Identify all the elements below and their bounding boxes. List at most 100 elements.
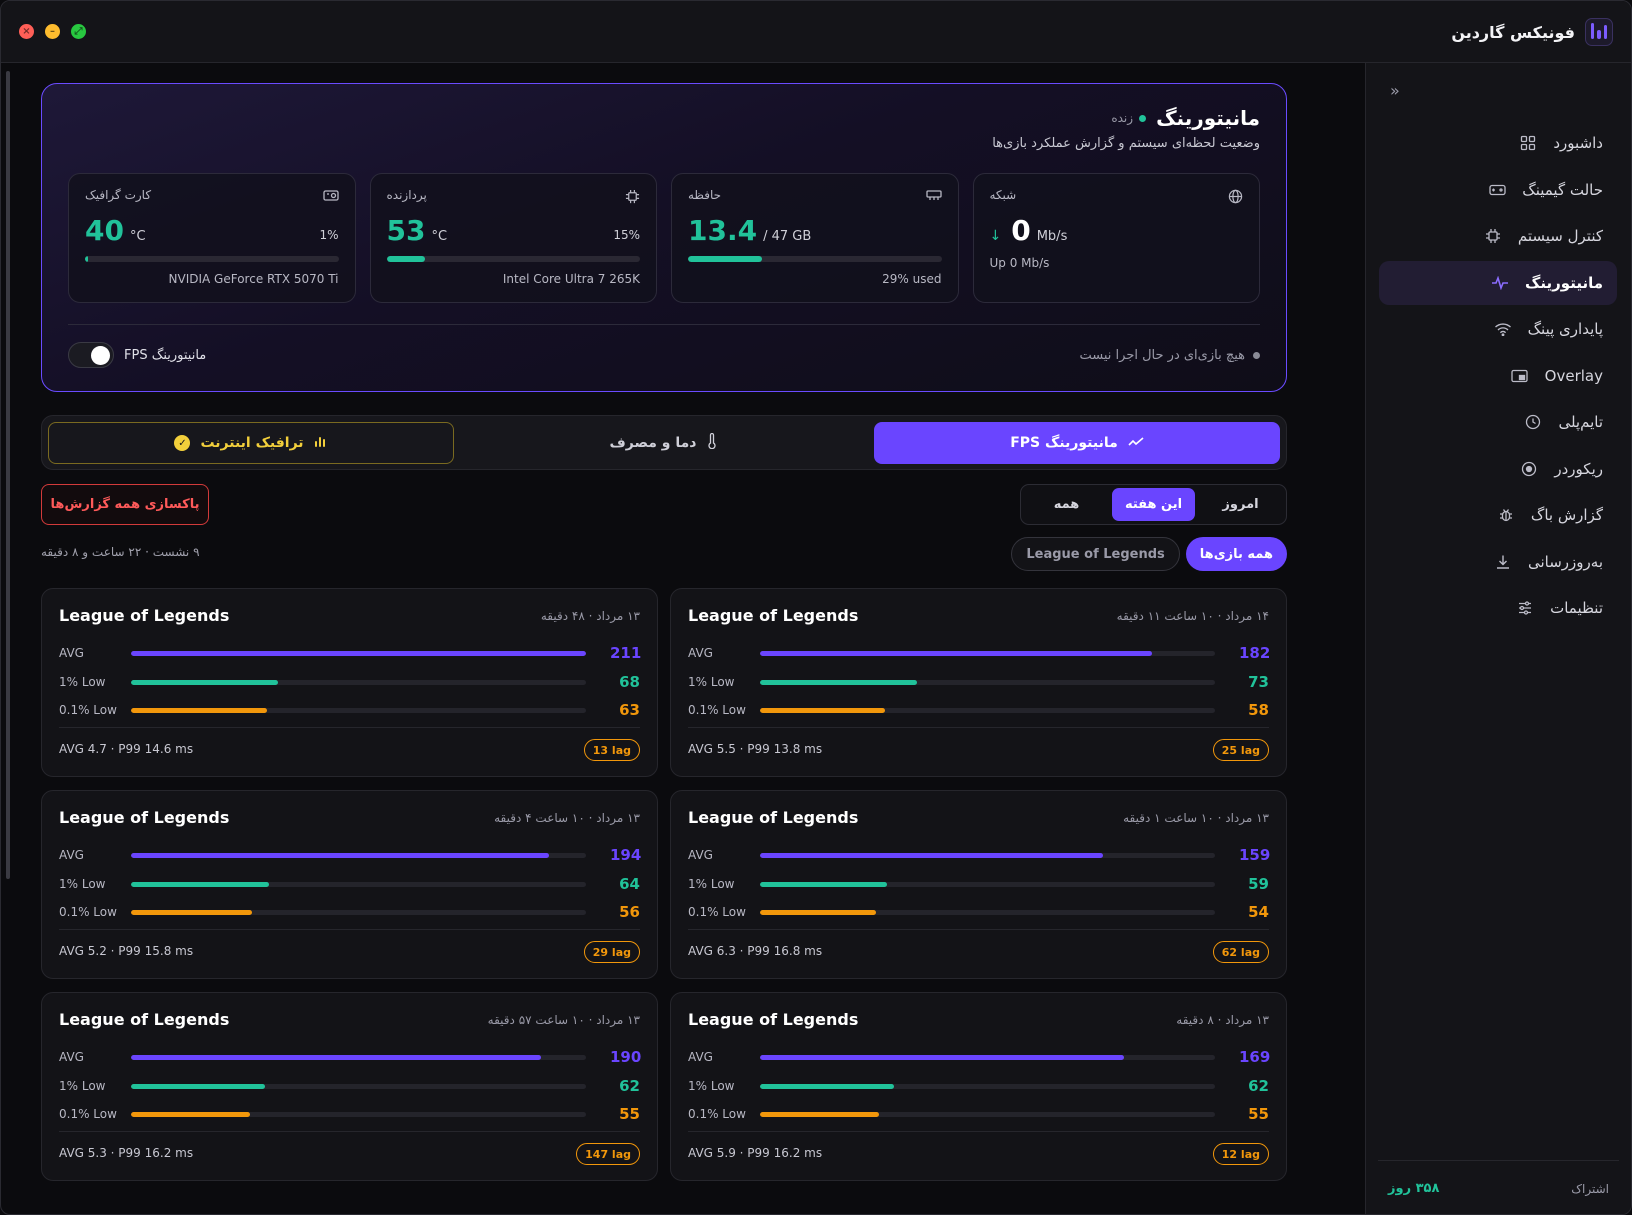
page-subtitle: وضعیت لحظه‌ای سیستم و گزارش عملکرد بازی‌… [992, 136, 1260, 151]
metric-bar-fill [131, 1054, 541, 1060]
sidebar-item-bug[interactable]: گزارش باگ [1379, 493, 1617, 537]
subscription-label: اشتراک [1571, 1181, 1609, 1196]
session-date: ۱۴ مرداد · ۱۰ ساعت ۱۱ دقیقه [1116, 609, 1269, 623]
sidebar-item-download[interactable]: به‌روزرسانی [1379, 540, 1617, 584]
range-today[interactable]: امروز [1222, 497, 1259, 512]
metric-bar-fill [131, 679, 278, 685]
session-card[interactable]: League of Legends ۱۳ مرداد · ۱۰ ساعت ۱ دق… [670, 790, 1287, 979]
metric-bar [131, 881, 586, 887]
range-this-week[interactable]: این هفته [1112, 488, 1195, 521]
filter-league-of-legends[interactable]: League of Legends [1011, 537, 1180, 571]
tab-temperature-usage[interactable]: دما و مصرف [458, 422, 868, 464]
live-label: زنده [1111, 111, 1134, 125]
gpu-icon [322, 189, 339, 206]
metric-value: 59 [1248, 875, 1269, 893]
metric-value: 63 [619, 701, 640, 719]
metric-label: AVG [59, 848, 84, 862]
game-status: هیچ بازی‌ای در حال اجرا نیست [1080, 348, 1260, 363]
sidebar-item-grid[interactable]: داشبورد [1379, 121, 1617, 165]
minimize-window-button[interactable]: – [45, 24, 60, 39]
filter-all-games[interactable]: همه بازی‌ها [1185, 537, 1287, 571]
session-card[interactable]: League of Legends ۱۳ مرداد · ۴۸ دقیقه AVG 2… [41, 588, 658, 777]
window-controls: × – ⤢ [19, 24, 86, 39]
metric-bar-fill [131, 881, 269, 887]
metric-value: 62 [1248, 1077, 1269, 1095]
metric-bar [131, 650, 586, 656]
session-date: ۱۳ مرداد · ۱۰ ساعت ۵۷ دقیقه [487, 1013, 640, 1027]
scrollbar-thumb[interactable] [6, 71, 10, 879]
fps-monitoring-toggle[interactable] [68, 342, 114, 368]
check-icon: ✓ [174, 435, 191, 451]
sliders-icon [1514, 597, 1536, 619]
tab-internet-traffic[interactable]: ترافیک اینترنت ✓ [48, 422, 454, 464]
sidebar-item-label: ریکوردر [1554, 459, 1603, 478]
metric-row-low01: 0.1% Low 55 [688, 1105, 1269, 1123]
double-chevron-icon[interactable]: » [1390, 81, 1400, 100]
sidebar-item-label: حالت گیمینگ [1522, 180, 1603, 199]
tab-fps-monitoring[interactable]: مانیتورینگ FPS [874, 422, 1280, 464]
session-game-title: League of Legends [59, 1010, 230, 1029]
close-window-button[interactable]: × [19, 24, 34, 39]
lag-badge: 12 lag [1212, 1143, 1269, 1165]
sidebar-item-gamepad[interactable]: حالت گیمینگ [1379, 168, 1617, 212]
metric-row-low1: 1% Low 59 [688, 875, 1269, 893]
metric-bar [760, 881, 1215, 887]
metric-bar [760, 909, 1215, 915]
metric-value: 55 [1248, 1105, 1269, 1123]
frametime-stats: AVG 5.2 · P99 15.8 ms [59, 944, 194, 958]
metric-label: 0.1% Low [688, 905, 746, 919]
metric-bar-fill [131, 1111, 250, 1117]
sessions-summary: ۹ نشست · ۲۲ ساعت و ۸ دقیقه [41, 545, 200, 559]
memory-stat-card: حافظه 13.4 / 47 GB 29% used [671, 173, 959, 303]
memory-used-text: 29% used [882, 272, 942, 286]
range-all[interactable]: همه [1053, 497, 1080, 512]
sidebar-item-label: Overlay [1544, 366, 1603, 385]
memory-value: 13.4 [688, 214, 758, 247]
clear-all-reports-button[interactable]: پاکسازی همه گزارش‌ها [41, 484, 209, 525]
subscription-days: ۳۵۸ روز [1388, 1181, 1440, 1196]
grid-icon [1517, 132, 1539, 154]
sidebar-item-clock[interactable]: تایم‌پلی [1379, 400, 1617, 444]
sidebar-item-sliders[interactable]: تنظیمات [1379, 586, 1617, 630]
download-icon [1492, 551, 1514, 573]
metric-row-avg: AVG 182 [688, 644, 1270, 662]
live-indicator: زنده [1111, 111, 1147, 125]
cpu-temp-unit: °C [431, 229, 448, 244]
fps-monitoring-label: مانیتورینگ FPS [124, 347, 207, 363]
session-card[interactable]: League of Legends ۱۳ مرداد · ۱۰ ساعت ۵۷ د… [41, 992, 658, 1181]
metric-label: AVG [688, 1050, 713, 1064]
lag-badge: 147 lag [576, 1143, 640, 1165]
metric-row-low1: 1% Low 62 [688, 1077, 1269, 1095]
session-card[interactable]: League of Legends ۱۴ مرداد · ۱۰ ساعت ۱۱ د… [670, 588, 1287, 777]
sidebar-item-label: تایم‌پلی [1558, 413, 1603, 431]
metric-label: 0.1% Low [688, 703, 746, 717]
download-arrow-icon: ↓ [989, 228, 1002, 244]
clock-icon [1522, 411, 1544, 433]
cpu-usage-percent: 15% [613, 228, 640, 242]
sidebar-item-pulse[interactable]: مانیتورینگ [1379, 260, 1617, 305]
sidebar-item-label: مانیتورینگ [1525, 273, 1603, 292]
sidebar-item-overlay[interactable]: Overlay [1379, 354, 1617, 398]
metric-bar [760, 852, 1215, 858]
sidebar-item-record[interactable]: ریکوردر [1379, 447, 1617, 491]
divider [59, 929, 640, 930]
page-title: مانیتورینگ [1156, 106, 1260, 130]
lag-badge: 13 lag [583, 739, 640, 761]
metric-bar [760, 650, 1215, 656]
sidebar-item-chip[interactable]: کنترل سیستم [1379, 214, 1617, 258]
gpu-temp-unit: °C [129, 229, 146, 244]
metric-bar-fill [760, 852, 1103, 858]
memory-label: حافظه [688, 188, 722, 202]
metric-label: AVG [59, 1050, 84, 1064]
session-date: ۱۳ مرداد · ۴۸ دقیقه [540, 609, 640, 623]
tab-traffic-label: ترافیک اینترنت [200, 435, 304, 451]
metric-value: 54 [1248, 903, 1269, 921]
session-card[interactable]: League of Legends ۱۳ مرداد · ۱۰ ساعت ۴ دق… [41, 790, 658, 979]
main-scrollbar[interactable] [5, 63, 11, 1214]
session-card[interactable]: League of Legends ۱۳ مرداد · ۸ دقیقه AVG 16… [670, 992, 1287, 1181]
metric-value: 169 [1239, 1048, 1271, 1066]
maximize-window-button[interactable]: ⤢ [71, 24, 86, 39]
sidebar-item-wifi[interactable]: پایداری پینگ [1379, 307, 1617, 351]
metric-bar [131, 707, 586, 713]
